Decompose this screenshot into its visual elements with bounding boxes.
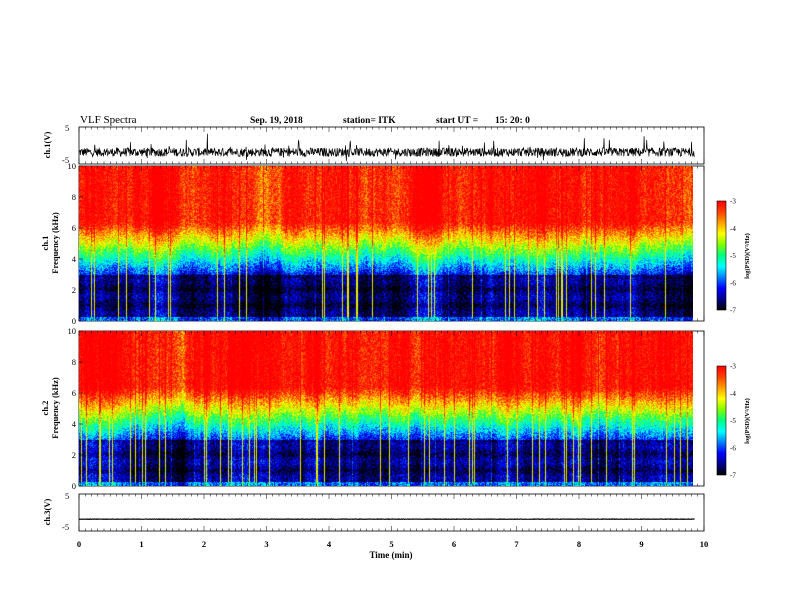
ch2-colorbar-gradient <box>716 365 727 476</box>
xtick-label: 2 <box>202 539 206 549</box>
ch1-colorbar-ticks: -3 -4 -5 -6 -7 <box>730 198 736 315</box>
colorbar-tick-label: -5 <box>730 252 736 260</box>
xtick-label: 0 <box>77 539 81 549</box>
ytick-label: 10 <box>68 161 77 171</box>
ch2-spectrogram-ylabel-ch: ch.2 <box>40 401 50 416</box>
xtick-label: 7 <box>514 539 519 549</box>
colorbar-tick-label: -6 <box>730 444 736 452</box>
ch1-spectrogram-ylabel-ch: ch.1 <box>40 236 50 251</box>
ch3-ytick-bottom: -5 <box>62 522 69 532</box>
ch1-spectrogram-image <box>79 166 693 321</box>
ytick-label: 4 <box>72 254 77 264</box>
ch3-waveform-panel: 5 -5 ch.3(V) <box>42 491 705 532</box>
xtick-label: 9 <box>639 539 643 549</box>
ch1-waveform-series <box>78 133 695 161</box>
x-axis-ticks <box>78 127 705 531</box>
ytick-label: 6 <box>72 223 76 233</box>
xtick-label: 3 <box>264 539 268 549</box>
ch3-waveform-frame <box>78 493 705 532</box>
xtick-label: 4 <box>327 539 332 549</box>
colorbar-tick-label: -6 <box>730 279 736 287</box>
ch3-waveform-ylabel: ch.3(V) <box>42 498 52 525</box>
ch1-ytick-top: 5 <box>65 123 69 133</box>
colorbar-tick-label: -4 <box>730 225 736 233</box>
ch1-waveform-frame <box>78 126 705 165</box>
ch3-ytick-top: 5 <box>65 491 69 501</box>
ch1-colorbar: -3 -4 -5 -6 -7 log(PSD)(V²/Hz) <box>716 198 751 315</box>
ch1-spectrogram-panel: 0 2 4 6 8 10 ch.1 Frequency (kHz) <box>40 161 705 326</box>
colorbar-tick-label: -4 <box>730 390 736 398</box>
figure-title: VLF Spectra <box>80 114 137 126</box>
ytick-label: 4 <box>72 419 77 429</box>
start-ut-label: start UT = <box>436 116 478 126</box>
ytick-label: 6 <box>72 388 76 398</box>
ch1-waveform-ylabel: ch.1(V) <box>42 131 52 158</box>
ch2-spectrogram-ylabel-freq: Frequency (kHz) <box>50 377 60 439</box>
colorbar-tick-label: -5 <box>730 417 736 425</box>
colorbar-tick-label: -3 <box>730 363 736 371</box>
ch2-spectrogram-image <box>79 331 693 486</box>
ytick-label: 8 <box>72 357 76 367</box>
ch2-spectrogram-panel: 0 2 4 6 8 10 ch.2 Frequency (kHz) <box>40 326 705 491</box>
xtick-label: 8 <box>577 539 581 549</box>
xtick-label: 10 <box>700 539 709 549</box>
xtick-label: 5 <box>389 539 393 549</box>
ytick-label: 8 <box>72 192 76 202</box>
ch2-spectrogram-yticks: 0 2 4 6 8 10 <box>68 326 83 491</box>
station-label: station= ITK <box>343 116 396 126</box>
ch2-colorbar-label: log(PSD)(V²/Hz) <box>744 398 751 444</box>
colorbar-tick-label: -3 <box>730 198 736 206</box>
xtick-label: 6 <box>452 539 456 549</box>
colorbar-tick-label: -7 <box>730 472 736 480</box>
x-axis-label: Time (min) <box>369 550 412 560</box>
ytick-label: 2 <box>72 285 76 295</box>
ch1-waveform-panel: 5 -5 ch.1(V) <box>42 123 705 165</box>
ch1-colorbar-gradient <box>716 200 727 311</box>
colorbar-tick-label: -7 <box>730 307 736 315</box>
x-axis-tick-labels: 0 1 2 3 4 5 6 7 8 9 10 <box>77 539 708 549</box>
ch1-colorbar-label: log(PSD)(V²/Hz) <box>744 233 751 279</box>
xtick-label: 1 <box>139 539 143 549</box>
ch2-colorbar-ticks: -3 -4 -5 -6 -7 <box>730 363 736 480</box>
date-label: Sep. 19, 2018 <box>250 116 303 126</box>
ch1-ytick-bottom: -5 <box>62 155 69 165</box>
ytick-label: 0 <box>72 316 76 326</box>
ch1-spectrogram-ylabel-freq: Frequency (kHz) <box>50 212 60 274</box>
ch1-spectrogram-yticks: 0 2 4 6 8 10 <box>68 161 83 326</box>
start-time-value: 15: 20: 0 <box>495 116 530 126</box>
ytick-label: 0 <box>72 481 76 491</box>
ch2-colorbar: -3 -4 -5 -6 -7 log(PSD)(V²/Hz) <box>716 363 751 480</box>
ytick-label: 10 <box>68 326 77 336</box>
ytick-label: 2 <box>72 450 76 460</box>
